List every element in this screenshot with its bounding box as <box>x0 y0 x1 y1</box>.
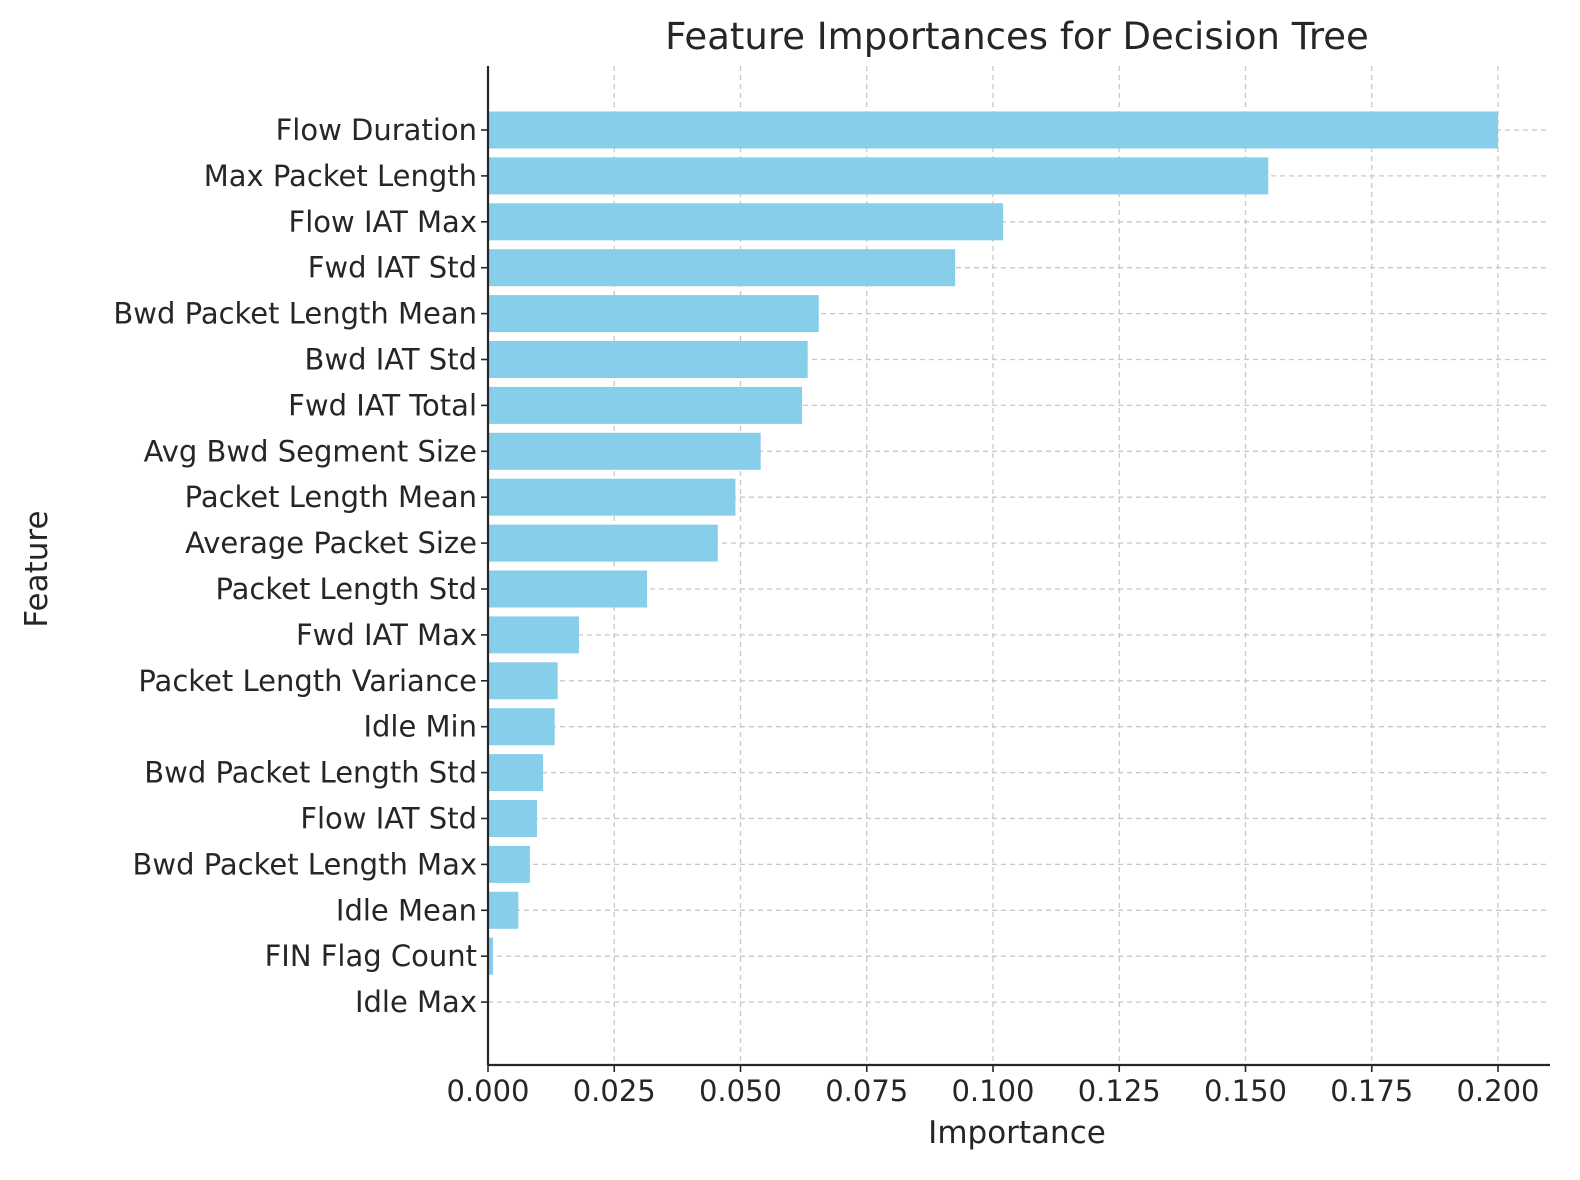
x-tick-label: 0.175 <box>1330 1074 1413 1108</box>
bar <box>488 891 519 929</box>
y-tick-label: Fwd IAT Std <box>308 251 477 285</box>
y-tick-label: Fwd IAT Total <box>288 388 477 422</box>
grid-lines <box>488 66 1550 1065</box>
bar <box>488 937 494 975</box>
bar <box>488 524 718 562</box>
x-tick-label: 0.050 <box>699 1074 782 1108</box>
chart-title: Feature Importances for Decision Tree <box>665 15 1369 58</box>
bar <box>488 249 956 287</box>
y-tick-label: Average Packet Size <box>185 526 477 560</box>
y-tick-label: Avg Bwd Segment Size <box>144 434 477 468</box>
y-tick-label: Idle Min <box>363 710 477 744</box>
bar <box>488 111 1498 149</box>
bar <box>488 570 648 608</box>
y-tick-label: Bwd IAT Std <box>305 343 478 377</box>
x-axis-label: Importance <box>928 1115 1106 1151</box>
bar <box>488 203 1004 241</box>
bar <box>488 341 808 378</box>
bar <box>488 708 555 746</box>
y-tick-label: Idle Mean <box>336 893 477 927</box>
y-tick-label: FIN Flag Count <box>265 939 477 973</box>
y-axis-label: Feature <box>19 510 55 627</box>
bar <box>488 295 819 333</box>
bar <box>488 157 1269 195</box>
y-tick-label: Flow IAT Std <box>300 802 477 836</box>
y-tick-label: Bwd Packet Length Std <box>144 756 477 790</box>
y-axis-ticks: Flow Duration Max Packet Length Flow IAT M… <box>113 113 488 1019</box>
y-tick-label: Idle Max <box>355 985 477 1019</box>
x-tick-label: 0.150 <box>1204 1074 1287 1108</box>
bar <box>488 386 803 424</box>
bar <box>488 800 537 837</box>
y-tick-label: Flow Duration <box>276 113 477 147</box>
bar <box>488 845 530 883</box>
y-tick-label: Flow IAT Max <box>289 205 477 239</box>
x-axis-ticks: 0.000 0.025 0.050 0.075 0.100 0.125 0.150 0.175… <box>446 1065 1540 1108</box>
x-tick-label: 0.100 <box>951 1074 1034 1108</box>
bar <box>488 754 544 792</box>
y-tick-label: Packet Length Variance <box>138 664 477 698</box>
y-tick-label: Max Packet Length <box>204 159 477 193</box>
x-tick-label: 0.075 <box>825 1074 908 1108</box>
bar <box>488 616 579 654</box>
bar <box>488 662 558 700</box>
bar <box>488 432 761 470</box>
y-tick-label: Bwd Packet Length Max <box>132 847 477 881</box>
x-tick-label: 0.000 <box>446 1074 529 1108</box>
y-tick-label: Packet Length Mean <box>185 480 477 514</box>
x-tick-label: 0.025 <box>573 1074 656 1108</box>
bar <box>488 478 736 516</box>
y-tick-label: Bwd Packet Length Mean <box>113 297 477 331</box>
x-tick-label: 0.200 <box>1456 1074 1539 1108</box>
bars <box>488 111 1498 975</box>
y-tick-label: Packet Length Std <box>215 572 477 606</box>
x-tick-label: 0.125 <box>1078 1074 1161 1108</box>
y-tick-label: Fwd IAT Max <box>296 618 477 652</box>
